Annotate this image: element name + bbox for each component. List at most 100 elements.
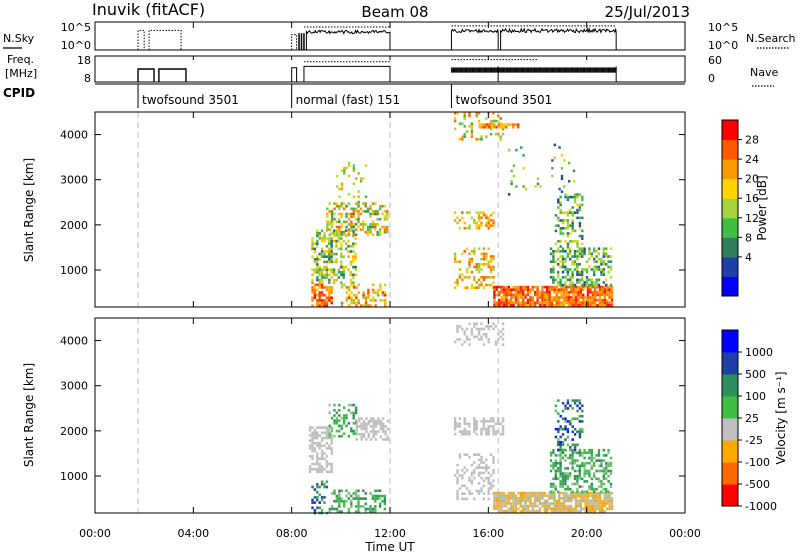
velocity-cell xyxy=(372,422,375,426)
velocity-cell xyxy=(354,432,358,435)
velocity-cell xyxy=(584,504,587,508)
power-cell xyxy=(591,296,594,299)
velocity-cell xyxy=(311,444,314,448)
power-cell xyxy=(607,255,610,258)
power-cell xyxy=(325,276,329,279)
power-cell xyxy=(465,268,469,271)
power-cell xyxy=(372,283,375,287)
power-cell xyxy=(333,217,336,221)
power-cell xyxy=(603,285,606,289)
power-cell xyxy=(555,298,558,302)
velocity-cell xyxy=(561,401,565,405)
velocity-cell xyxy=(325,485,329,489)
velocity-cell xyxy=(557,430,560,434)
power-cell xyxy=(480,216,483,220)
velocity-cell xyxy=(378,502,382,506)
power-cell xyxy=(482,252,486,256)
velocity-cell xyxy=(347,403,351,407)
power-cell xyxy=(561,219,565,222)
velocity-cell xyxy=(468,343,471,346)
velocity-cell xyxy=(538,494,542,497)
power-cell xyxy=(318,304,321,307)
power-cell xyxy=(514,288,518,291)
velocity-cell xyxy=(487,340,490,344)
power-cell xyxy=(560,293,563,297)
velocity-cell xyxy=(514,502,518,505)
velocity-cell xyxy=(578,420,582,423)
velocity-cell xyxy=(585,480,589,483)
power-cell xyxy=(337,271,341,274)
power-cell xyxy=(565,298,568,302)
power-cell xyxy=(594,288,597,291)
velocity-cell xyxy=(318,426,321,429)
power-cell xyxy=(558,291,561,294)
power-cell xyxy=(597,247,601,250)
power-cell xyxy=(600,257,603,261)
velocity-cell xyxy=(369,492,372,495)
velocity-cell xyxy=(570,510,573,513)
velocity-cell xyxy=(311,462,314,466)
power-cell xyxy=(558,187,561,191)
power-cell xyxy=(330,299,333,302)
power-cell xyxy=(458,276,462,279)
power-cell xyxy=(316,258,319,261)
velocity-cell xyxy=(340,510,343,513)
velocity-cell xyxy=(473,469,476,472)
velocity-cell xyxy=(347,435,351,438)
power-cell xyxy=(576,195,579,199)
velocity-cell xyxy=(522,510,525,513)
velocity-cell xyxy=(311,467,314,471)
velocity-cell xyxy=(564,459,567,462)
velocity-cell xyxy=(534,504,537,508)
power-cell xyxy=(582,304,585,307)
velocity-cell xyxy=(313,462,317,466)
power-cell xyxy=(350,215,353,218)
velocity-cell xyxy=(340,489,343,493)
power-cell xyxy=(463,221,466,225)
power-cell xyxy=(538,304,542,307)
power-cell xyxy=(585,260,589,263)
velocity-cell xyxy=(342,502,346,506)
power-cell xyxy=(597,252,601,256)
velocity-cell xyxy=(465,453,469,456)
velocity-cell xyxy=(325,470,329,474)
velocity-cell xyxy=(578,472,581,475)
power-cell xyxy=(453,119,457,123)
velocity-cell xyxy=(340,499,343,503)
power-cell xyxy=(354,207,358,211)
power-cell xyxy=(520,146,523,149)
power-cell xyxy=(589,304,592,307)
velocity-cell xyxy=(598,497,602,500)
velocity-cell xyxy=(379,435,382,439)
velocity-cell xyxy=(482,461,486,464)
velocity-cell xyxy=(579,497,582,500)
power-cell xyxy=(330,232,333,235)
velocity-cell xyxy=(576,487,579,491)
velocity-cell xyxy=(589,494,592,497)
y-tick-label: 3000 xyxy=(60,174,88,187)
power-cell xyxy=(564,227,567,230)
power-cell xyxy=(480,263,483,266)
velocity-cell xyxy=(316,436,319,440)
power-cell xyxy=(325,265,329,269)
power-cell xyxy=(333,212,336,216)
power-cell xyxy=(596,293,599,297)
power-cell xyxy=(552,276,555,279)
velocity-cell xyxy=(529,494,532,497)
power-cell xyxy=(350,296,353,300)
power-cell xyxy=(562,293,566,297)
power-cell xyxy=(507,288,510,291)
velocity-cell xyxy=(383,507,387,511)
power-ylabel: Slant Range [km] xyxy=(22,158,36,262)
velocity-cell xyxy=(333,414,336,417)
power-cell xyxy=(369,207,372,211)
power-cell xyxy=(492,268,495,271)
velocity-cell xyxy=(597,469,601,473)
power-cell xyxy=(352,286,356,289)
power-cell xyxy=(555,293,558,297)
power-cell xyxy=(583,283,586,287)
power-cell xyxy=(335,242,338,245)
power-cell xyxy=(578,252,581,256)
velocity-cell xyxy=(514,510,518,513)
velocity-cell xyxy=(489,417,493,420)
